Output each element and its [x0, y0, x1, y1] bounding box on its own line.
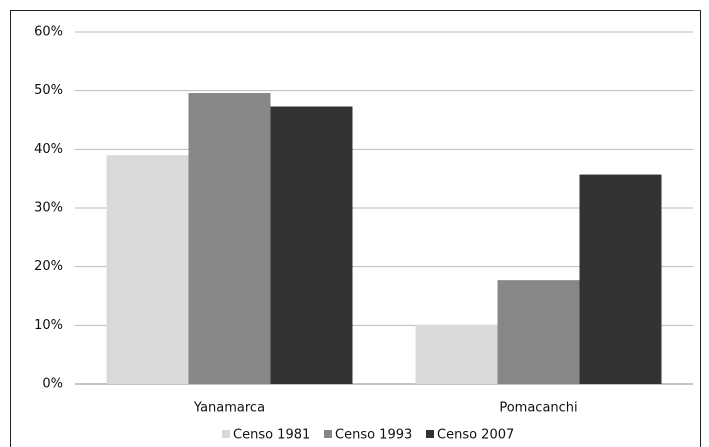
- bar: [415, 324, 498, 384]
- legend-label: Censo 1993: [335, 428, 412, 443]
- bar: [579, 174, 662, 384]
- x-tick-label: Yanamarca: [193, 401, 265, 416]
- y-tick-label: 60%: [34, 25, 63, 40]
- y-tick-label: 0%: [42, 377, 63, 392]
- bar: [188, 93, 271, 384]
- y-tick-label: 20%: [34, 259, 63, 274]
- y-tick-label: 50%: [34, 83, 63, 98]
- bar: [106, 155, 189, 384]
- legend-label: Censo 2007: [437, 428, 514, 443]
- bar: [270, 106, 353, 385]
- x-tick-label: Pomacanchi: [499, 401, 577, 416]
- legend-swatch: [426, 430, 434, 438]
- legend-swatch: [324, 430, 332, 438]
- y-tick-label: 40%: [34, 142, 63, 157]
- bar: [497, 280, 580, 384]
- y-tick-label: 30%: [34, 201, 63, 216]
- legend-swatch: [222, 430, 230, 438]
- legend-label: Censo 1981: [233, 428, 310, 443]
- y-tick-label: 10%: [34, 318, 63, 333]
- chart-frame: [10, 10, 701, 447]
